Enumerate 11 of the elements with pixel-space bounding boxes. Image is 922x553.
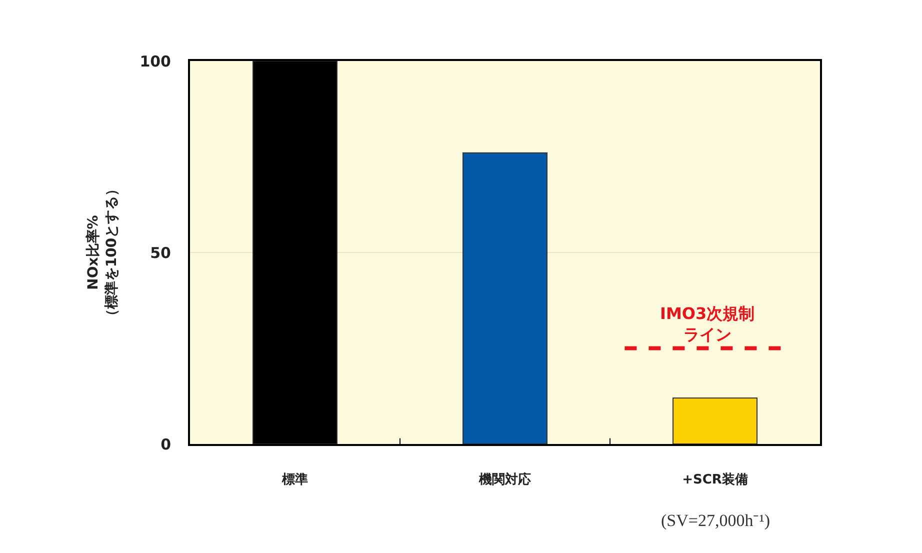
x-tick-label: 機関対応: [478, 472, 531, 488]
bar: [462, 152, 548, 444]
y-tick-label: 0: [160, 435, 171, 454]
y-axis-title: NOx比率% （標準を100とする）: [84, 182, 120, 324]
text: (SV=27,000h⁻¹): [661, 511, 770, 530]
x-tick-label: +SCR装備: [682, 472, 748, 488]
y-tick-label: 50: [150, 244, 171, 262]
ref-line-label: IMO3次規制ライン: [660, 304, 755, 344]
x-tick-label: 標準: [281, 472, 308, 488]
bar: [672, 398, 758, 444]
y-tick-label: 100: [140, 52, 171, 70]
